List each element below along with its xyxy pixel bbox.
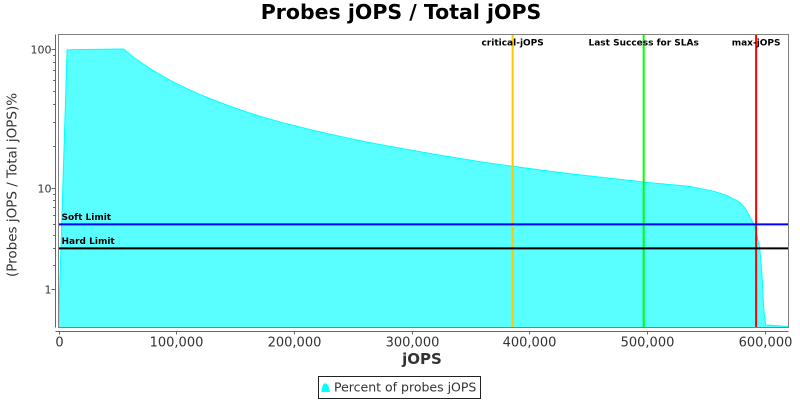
marker-label-hard-limit: Hard Limit [62, 237, 116, 247]
x-axis-tick-label: 400,000 [503, 336, 557, 351]
legend-box [318, 376, 481, 399]
x-axis-tick-label: 300,000 [386, 336, 440, 351]
y-axis-tick-label: 10 [38, 183, 52, 196]
y-axis-tick-label: 100 [31, 44, 52, 57]
legend: Percent of probes jOPS [318, 376, 481, 399]
y-axis-title: (Probes jOPS / Total jOPS)% [5, 93, 21, 277]
legend-area-swatch-icon [321, 383, 330, 392]
plot: critical-jOPS Last Success for SLAs max-jO… [58, 34, 789, 328]
x-axis-tick-label: 200,000 [268, 336, 322, 351]
plot-border [58, 34, 789, 328]
marker-label-soft-limit: Soft Limit [62, 213, 112, 223]
chart-title: Probes jOPS / Total jOPS [261, 0, 542, 24]
area-series [58, 48, 789, 328]
legend-label: Percent of probes jOPS [334, 380, 476, 395]
marker-labels: critical-jOPS Last Success for SLAs max-jO… [62, 39, 781, 247]
marker-label-critical-jops: critical-jOPS [481, 39, 543, 49]
y-axis: 100 10 1 [31, 34, 56, 328]
area-percent-of-probes-jops [58, 48, 789, 328]
range-markers [58, 223, 789, 250]
x-axis: 0 100,000 200,000 300,000 400,000 500,000 600,… [55, 331, 793, 351]
x-axis-tick-label: 100,000 [150, 336, 204, 351]
x-axis-title: jOPS [401, 350, 442, 368]
y-axis-tick-label: 1 [45, 284, 52, 297]
x-axis-tick-label: 500,000 [621, 336, 675, 351]
marker-label-max-jops: max-jOPS [732, 39, 781, 49]
x-axis-tick-label: 0 [55, 336, 63, 351]
domain-markers [511, 34, 758, 328]
marker-label-last-success-for-slas: Last Success for SLAs [589, 39, 699, 49]
x-axis-tick-label: 600,000 [739, 336, 793, 351]
